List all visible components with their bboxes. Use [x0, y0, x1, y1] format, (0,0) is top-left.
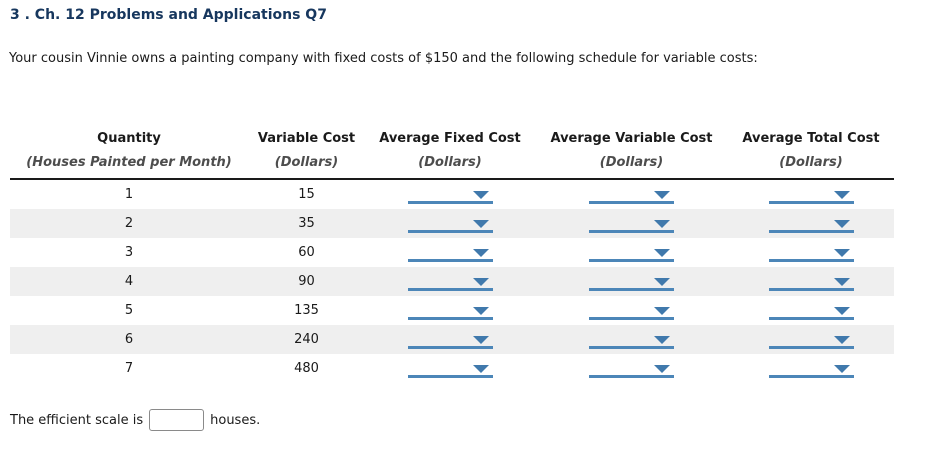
- average-total-cost-dropdown[interactable]: [768, 217, 854, 233]
- column-unit-average-variable-cost: (Dollars): [599, 155, 664, 170]
- average-variable-cost-dropdown[interactable]: [589, 246, 674, 262]
- quantity-value: 2: [124, 216, 134, 231]
- table-row: 5 135: [10, 296, 894, 325]
- efficient-scale-statement: The efficient scale is houses.: [10, 408, 260, 432]
- dropdown-arrow-icon: [472, 220, 489, 228]
- average-total-cost-dropdown[interactable]: [768, 188, 854, 204]
- efficient-scale-label: The efficient scale is: [10, 412, 144, 428]
- dropdown-arrow-icon: [472, 191, 489, 199]
- dropdown-arrow-icon: [654, 278, 670, 286]
- average-fixed-cost-dropdown[interactable]: [407, 333, 493, 349]
- column-header-variable-cost: Variable Cost: [257, 131, 356, 146]
- dropdown-arrow-icon: [472, 336, 489, 344]
- efficient-scale-suffix: houses.: [210, 412, 261, 428]
- dropdown-arrow-icon: [833, 249, 850, 257]
- variable-cost-value: 35: [298, 216, 315, 231]
- average-variable-cost-dropdown[interactable]: [589, 217, 674, 233]
- average-fixed-cost-dropdown[interactable]: [407, 188, 493, 204]
- table-row: 1 15: [10, 180, 894, 209]
- average-variable-cost-dropdown[interactable]: [589, 304, 674, 320]
- dropdown-arrow-icon: [472, 249, 489, 257]
- quantity-value: 5: [124, 303, 134, 318]
- table-row: 7 480: [10, 354, 894, 383]
- quantity-value: 6: [124, 332, 134, 347]
- dropdown-arrow-icon: [833, 307, 850, 315]
- average-total-cost-dropdown[interactable]: [768, 246, 854, 262]
- average-variable-cost-dropdown[interactable]: [589, 333, 674, 349]
- average-fixed-cost-dropdown[interactable]: [407, 275, 493, 291]
- table-row: 4 90: [10, 267, 894, 296]
- column-header-quantity: Quantity: [97, 131, 161, 146]
- table-row: 2 35: [10, 209, 894, 238]
- quantity-value: 7: [124, 361, 134, 376]
- column-header-average-variable-cost: Average Variable Cost: [550, 131, 713, 146]
- dropdown-arrow-icon: [654, 191, 670, 199]
- dropdown-arrow-icon: [654, 249, 670, 257]
- average-total-cost-dropdown[interactable]: [768, 275, 854, 291]
- average-variable-cost-dropdown[interactable]: [589, 275, 674, 291]
- average-total-cost-dropdown[interactable]: [768, 333, 854, 349]
- dropdown-arrow-icon: [654, 307, 670, 315]
- variable-cost-value: 15: [298, 187, 315, 202]
- dropdown-arrow-icon: [833, 191, 850, 199]
- variable-cost-table: Quantity Variable Cost Average Fixed Cos…: [10, 125, 894, 383]
- average-fixed-cost-dropdown[interactable]: [407, 246, 493, 262]
- quantity-value: 4: [124, 274, 134, 289]
- dropdown-arrow-icon: [833, 365, 850, 373]
- column-unit-average-fixed-cost: (Dollars): [418, 155, 482, 170]
- average-fixed-cost-dropdown[interactable]: [407, 217, 493, 233]
- dropdown-arrow-icon: [472, 278, 489, 286]
- dropdown-arrow-icon: [654, 365, 670, 373]
- average-total-cost-dropdown[interactable]: [768, 304, 854, 320]
- average-variable-cost-dropdown[interactable]: [589, 362, 674, 378]
- table-header-labels: Quantity Variable Cost Average Fixed Cos…: [10, 127, 894, 151]
- column-unit-variable-cost: (Dollars): [274, 155, 339, 170]
- average-fixed-cost-dropdown[interactable]: [407, 304, 493, 320]
- variable-cost-value: 240: [294, 332, 319, 347]
- dropdown-arrow-icon: [654, 336, 670, 344]
- average-variable-cost-dropdown[interactable]: [589, 188, 674, 204]
- average-total-cost-dropdown[interactable]: [768, 362, 854, 378]
- dropdown-arrow-icon: [472, 365, 489, 373]
- dropdown-arrow-icon: [654, 220, 670, 228]
- variable-cost-value: 90: [298, 274, 315, 289]
- column-header-average-fixed-cost: Average Fixed Cost: [379, 131, 521, 146]
- column-unit-quantity: (Houses Painted per Month): [26, 155, 232, 170]
- dropdown-arrow-icon: [833, 336, 850, 344]
- page-title: 3 . Ch. 12 Problems and Applications Q7: [10, 7, 327, 23]
- question-intro-text: Your cousin Vinnie owns a painting compa…: [9, 51, 758, 66]
- quantity-value: 3: [124, 245, 134, 260]
- variable-cost-value: 480: [294, 361, 319, 376]
- dropdown-arrow-icon: [472, 307, 489, 315]
- column-header-average-total-cost: Average Total Cost: [742, 131, 880, 146]
- table-header-units: (Houses Painted per Month) (Dollars) (Do…: [10, 151, 894, 174]
- variable-cost-value: 60: [298, 245, 315, 260]
- efficient-scale-input[interactable]: [149, 409, 205, 431]
- dropdown-arrow-icon: [833, 278, 850, 286]
- average-fixed-cost-dropdown[interactable]: [407, 362, 493, 378]
- table-row: 6 240: [10, 325, 894, 354]
- column-unit-average-total-cost: (Dollars): [779, 155, 843, 170]
- table-header: Quantity Variable Cost Average Fixed Cos…: [10, 125, 894, 180]
- table-row: 3 60: [10, 238, 894, 267]
- variable-cost-value: 135: [294, 303, 319, 318]
- dropdown-arrow-icon: [833, 220, 850, 228]
- quantity-value: 1: [124, 187, 134, 202]
